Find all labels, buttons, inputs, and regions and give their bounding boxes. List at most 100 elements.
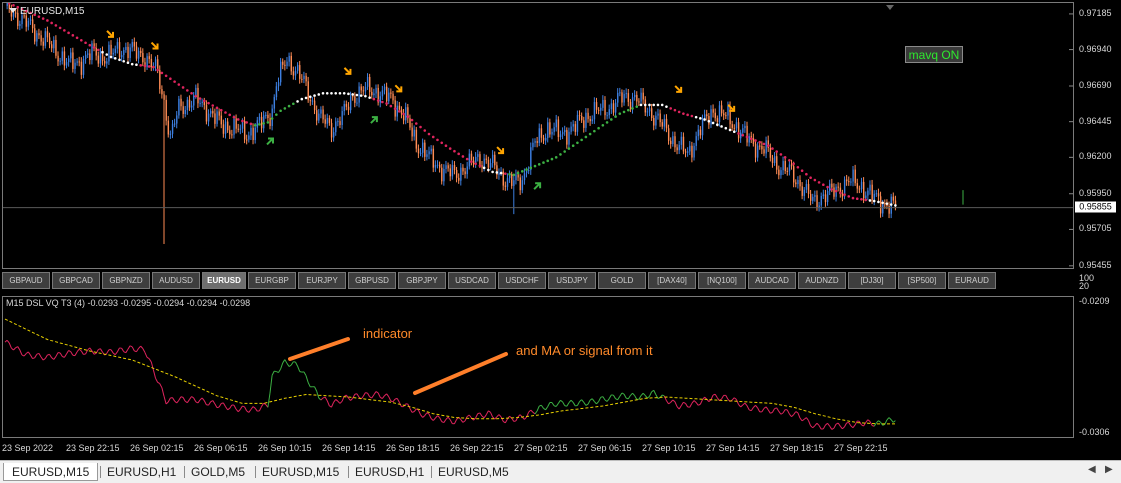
symbol-button-dax40[interactable]: [DAX40]: [648, 272, 696, 289]
indicator-line-segment: [91, 350, 95, 355]
ma-dot: [881, 201, 884, 205]
candle-body: [788, 164, 791, 172]
symbol-button-gbpaud[interactable]: GBPAUD: [2, 272, 50, 289]
ma-dot: [707, 119, 711, 123]
candle-body: [653, 118, 655, 126]
symbol-button-gbpnzd[interactable]: GBPNZD: [102, 272, 150, 289]
indicator-line-segment: [426, 412, 430, 415]
indicator-line-segment: [880, 421, 884, 426]
indicator-line-segment: [797, 412, 801, 419]
symbol-button-eurjpy[interactable]: EURJPY: [298, 272, 346, 289]
indicator-line-segment: [284, 359, 288, 364]
indicator-line-segment: [867, 419, 871, 422]
candle-body: [133, 42, 136, 47]
candle-body: [337, 121, 339, 123]
indicator-line-segment: [473, 417, 477, 421]
candle-body: [377, 87, 379, 103]
annotation-indicator: indicator: [363, 326, 413, 341]
tab-scroll-right-icon[interactable]: ▶: [1105, 464, 1113, 475]
candle-body: [21, 15, 23, 25]
indicator-line-segment: [252, 406, 256, 409]
candle-body: [78, 61, 80, 63]
indicator-line-segment: [649, 391, 653, 397]
candle-body: [746, 125, 748, 143]
symbol-button-gbpusd[interactable]: GBPUSD: [348, 272, 396, 289]
mavq-toggle-button[interactable]: mavq ON: [905, 46, 963, 63]
candle-body: [383, 86, 386, 91]
candle-body: [388, 92, 390, 102]
candle-body: [214, 113, 216, 124]
symbol-button-eurgbp[interactable]: EURGBP: [248, 272, 296, 289]
candle-body: [426, 154, 428, 157]
ma-dot: [406, 115, 410, 118]
chart-tab-gold-m5[interactable]: GOLD,M5: [191, 465, 246, 479]
indicator-line-segment: [297, 365, 301, 372]
symbol-button-audnzd[interactable]: AUDNZD: [798, 272, 846, 289]
chart-tab-eurusd-m15[interactable]: EURUSD,M15: [262, 465, 340, 479]
indicator-line-segment: [369, 396, 373, 399]
ma-dot: [228, 113, 232, 117]
symbol-button-gbpjpy[interactable]: GBPJPY: [398, 272, 446, 289]
chart-tab-eurusd-m5[interactable]: EURUSD,M5: [438, 465, 509, 479]
ma-dot: [843, 193, 846, 196]
symbol-button-gbpcad[interactable]: GBPCAD: [52, 272, 100, 289]
candle-body: [538, 128, 541, 143]
sell-arrow-icon: [394, 84, 403, 93]
candle-body: [676, 147, 678, 151]
candle-body: [333, 132, 335, 138]
candle-body: [517, 174, 519, 178]
indicator-chart-svg: [4, 318, 896, 430]
candle-body: [371, 91, 373, 96]
buy-arrow-icon: [370, 116, 378, 124]
ma-dot: [669, 107, 672, 110]
candle-body: [258, 116, 261, 121]
chart-tab-eurusd-m15[interactable]: EURUSD,M15: [3, 463, 99, 481]
indicator-line-segment: [191, 396, 194, 399]
tab-scroll-left-icon[interactable]: ◀: [1088, 464, 1096, 475]
dropdown-triangle-icon[interactable]: [9, 8, 17, 13]
chart-tab-eurusd-h1[interactable]: EURUSD,H1: [107, 465, 177, 479]
ma-dot: [29, 11, 32, 15]
indicator-line-segment: [695, 402, 699, 406]
indicator-line-segment: [161, 387, 165, 397]
candle-body: [167, 120, 170, 135]
indicator-line-segment: [131, 346, 135, 352]
candle-body: [508, 174, 511, 179]
symbol-button-dj30[interactable]: [DJ30]: [848, 272, 896, 289]
symbol-button-usdcad[interactable]: USDCAD: [448, 272, 496, 289]
indicator-line-segment: [812, 425, 816, 429]
indicator-line-segment: [810, 425, 814, 429]
sell-arrow-icon: [150, 41, 159, 50]
ma-dot: [851, 196, 855, 200]
chart-tab-eurusd-h1[interactable]: EURUSD,H1: [355, 465, 425, 479]
ma-dot: [614, 115, 617, 118]
indicator-line-segment: [335, 399, 339, 402]
symbol-button-euraud[interactable]: EURAUD: [948, 272, 996, 289]
indicator-line-segment: [884, 419, 888, 425]
ma-dot: [88, 43, 92, 47]
candle-body: [68, 58, 70, 63]
symbol-button-gold[interactable]: GOLD: [598, 272, 646, 289]
price-chart-area[interactable]: EURUSD,M15 mavq ON: [2, 2, 1074, 269]
indicator-line-segment: [534, 410, 538, 415]
symbol-button-usdchf[interactable]: USDCHF: [498, 272, 546, 289]
symbol-button-eurusd[interactable]: EURUSD: [202, 272, 246, 289]
ma-dot: [788, 158, 791, 162]
indicator-line-segment: [477, 412, 481, 415]
symbol-button-usdjpy[interactable]: USDJPY: [548, 272, 596, 289]
ma-dot: [236, 118, 240, 121]
indicator-line-segment: [591, 398, 595, 402]
ma-dot: [673, 108, 677, 112]
indicator-line-segment: [888, 417, 892, 421]
candle-body: [330, 122, 333, 138]
ma-dot: [724, 126, 728, 130]
indicator-line-segment: [712, 393, 716, 396]
symbol-button-nq100[interactable]: [NQ100]: [698, 272, 746, 289]
symbol-button-sp500[interactable]: [SP500]: [898, 272, 946, 289]
candle-body: [335, 121, 337, 133]
symbol-button-audusd[interactable]: AUDUSD: [152, 272, 200, 289]
indicator-chart-area[interactable]: [2, 296, 1074, 438]
symbol-button-audcad[interactable]: AUDCAD: [748, 272, 796, 289]
indicator-line-segment: [434, 415, 438, 419]
ma-dot: [686, 113, 689, 117]
